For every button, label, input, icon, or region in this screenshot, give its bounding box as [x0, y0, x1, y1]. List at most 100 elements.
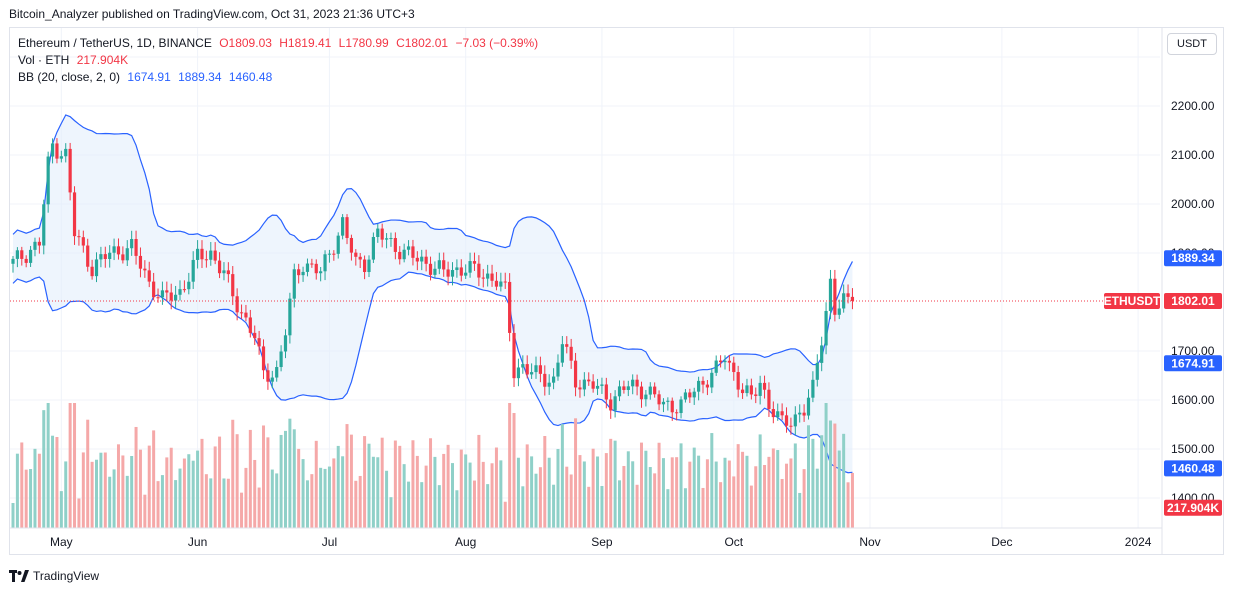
footer-brand: TradingView — [33, 569, 100, 583]
candle-body — [503, 281, 507, 283]
candle-body — [130, 239, 134, 249]
volume-bar — [714, 461, 718, 528]
volume-bar — [134, 426, 138, 528]
volume-bar — [666, 489, 670, 528]
candle-body — [371, 236, 375, 260]
volume-bar — [266, 437, 270, 528]
candle-body — [767, 389, 771, 410]
volume-bar — [204, 474, 208, 528]
volume-bar — [631, 461, 635, 528]
price-tag-ethusdt: ETHUSDT — [1104, 293, 1161, 310]
volume-bar — [389, 497, 393, 528]
volume-bar — [780, 478, 784, 528]
price-chart[interactable]: 2200.002100.002000.001900.001700.001600.… — [10, 28, 1223, 554]
volume-bar — [29, 469, 33, 528]
volume-bar — [578, 455, 582, 528]
volume-bar — [811, 438, 815, 528]
candle-body — [380, 228, 384, 240]
candle-body — [226, 270, 230, 275]
candle-body — [415, 257, 419, 262]
volume-bar — [226, 478, 230, 528]
price-tag-146048: 1460.48 — [1164, 460, 1222, 477]
candle-body — [499, 281, 503, 287]
candle-body — [358, 256, 362, 260]
volume-bar — [68, 403, 72, 528]
volume-bar — [754, 466, 758, 528]
volume-bar — [622, 465, 626, 528]
candle-body — [468, 261, 472, 273]
candle-body — [292, 269, 296, 299]
volume-bar — [736, 444, 740, 528]
candles — [11, 138, 855, 436]
candle-body — [134, 239, 138, 256]
x-tick-label: Jun — [188, 535, 207, 549]
volume-bar — [169, 447, 173, 528]
price-tag-label: 1460.48 — [1171, 461, 1215, 475]
volume-bar — [310, 474, 314, 528]
volume-bar — [842, 433, 846, 528]
volume-bar — [51, 435, 55, 528]
volume-bar — [565, 466, 569, 528]
volume-bar — [618, 480, 622, 528]
tradingview-footer[interactable]: TradingView — [9, 569, 99, 583]
candle-body — [121, 254, 125, 261]
volume-bar — [187, 454, 191, 528]
volume-bar — [683, 488, 687, 528]
volume-bar — [763, 464, 767, 528]
candle-body — [248, 317, 252, 333]
candle-body — [842, 293, 846, 309]
band-fill — [13, 114, 853, 473]
volume-bar — [125, 475, 129, 528]
candle-body — [81, 237, 85, 246]
candle-body — [275, 367, 279, 378]
volume-bar — [178, 468, 182, 528]
price-tag-label: 1802.01 — [1171, 294, 1215, 308]
candle-body — [727, 360, 731, 363]
candle-body — [257, 338, 261, 347]
legend-high: H1819.41 — [279, 36, 332, 50]
volume-bar — [705, 459, 709, 528]
volume-bar — [415, 455, 419, 528]
volume-bar — [556, 448, 560, 528]
volume-bar — [235, 434, 239, 528]
volume-bar — [802, 469, 806, 528]
candle-body — [336, 235, 340, 254]
candle-body — [305, 263, 310, 272]
candle-body — [261, 346, 266, 371]
volume-bar — [609, 438, 613, 528]
candle-body — [108, 252, 112, 260]
volume-bar — [112, 469, 116, 528]
price-tag-bg — [1164, 499, 1222, 516]
candle-body — [551, 376, 556, 383]
volume-bar — [648, 467, 652, 528]
price-tag-bg — [1164, 250, 1222, 267]
candle-body — [732, 362, 736, 373]
volume-bar — [240, 492, 244, 528]
volume-bar — [73, 403, 77, 528]
volume-bar — [341, 456, 345, 528]
candle-body — [288, 298, 292, 336]
candle-body — [442, 260, 446, 270]
candle-body — [543, 373, 547, 387]
candle-body — [327, 253, 332, 255]
volume-bar — [723, 457, 727, 528]
volume-bar — [596, 456, 600, 528]
legend-bb-label: BB (20, close, 2, 0) — [18, 70, 121, 84]
candle-body — [59, 156, 63, 159]
candle-body — [569, 346, 573, 361]
volume-bar — [793, 443, 797, 528]
volume-bar — [574, 418, 578, 528]
legend-bb-lower: 1460.48 — [228, 70, 273, 84]
volume-bar — [767, 456, 771, 528]
volume-bar — [688, 461, 692, 528]
candle-body — [376, 228, 380, 237]
currency-button[interactable]: USDT — [1167, 33, 1217, 55]
volume-bar — [653, 473, 657, 528]
candle-body — [828, 278, 833, 311]
candle-body — [784, 415, 789, 426]
candle-body — [165, 290, 169, 293]
candle-body — [363, 259, 367, 273]
candle-body — [301, 271, 305, 276]
candle-body — [428, 263, 433, 275]
candle-body — [450, 270, 455, 277]
